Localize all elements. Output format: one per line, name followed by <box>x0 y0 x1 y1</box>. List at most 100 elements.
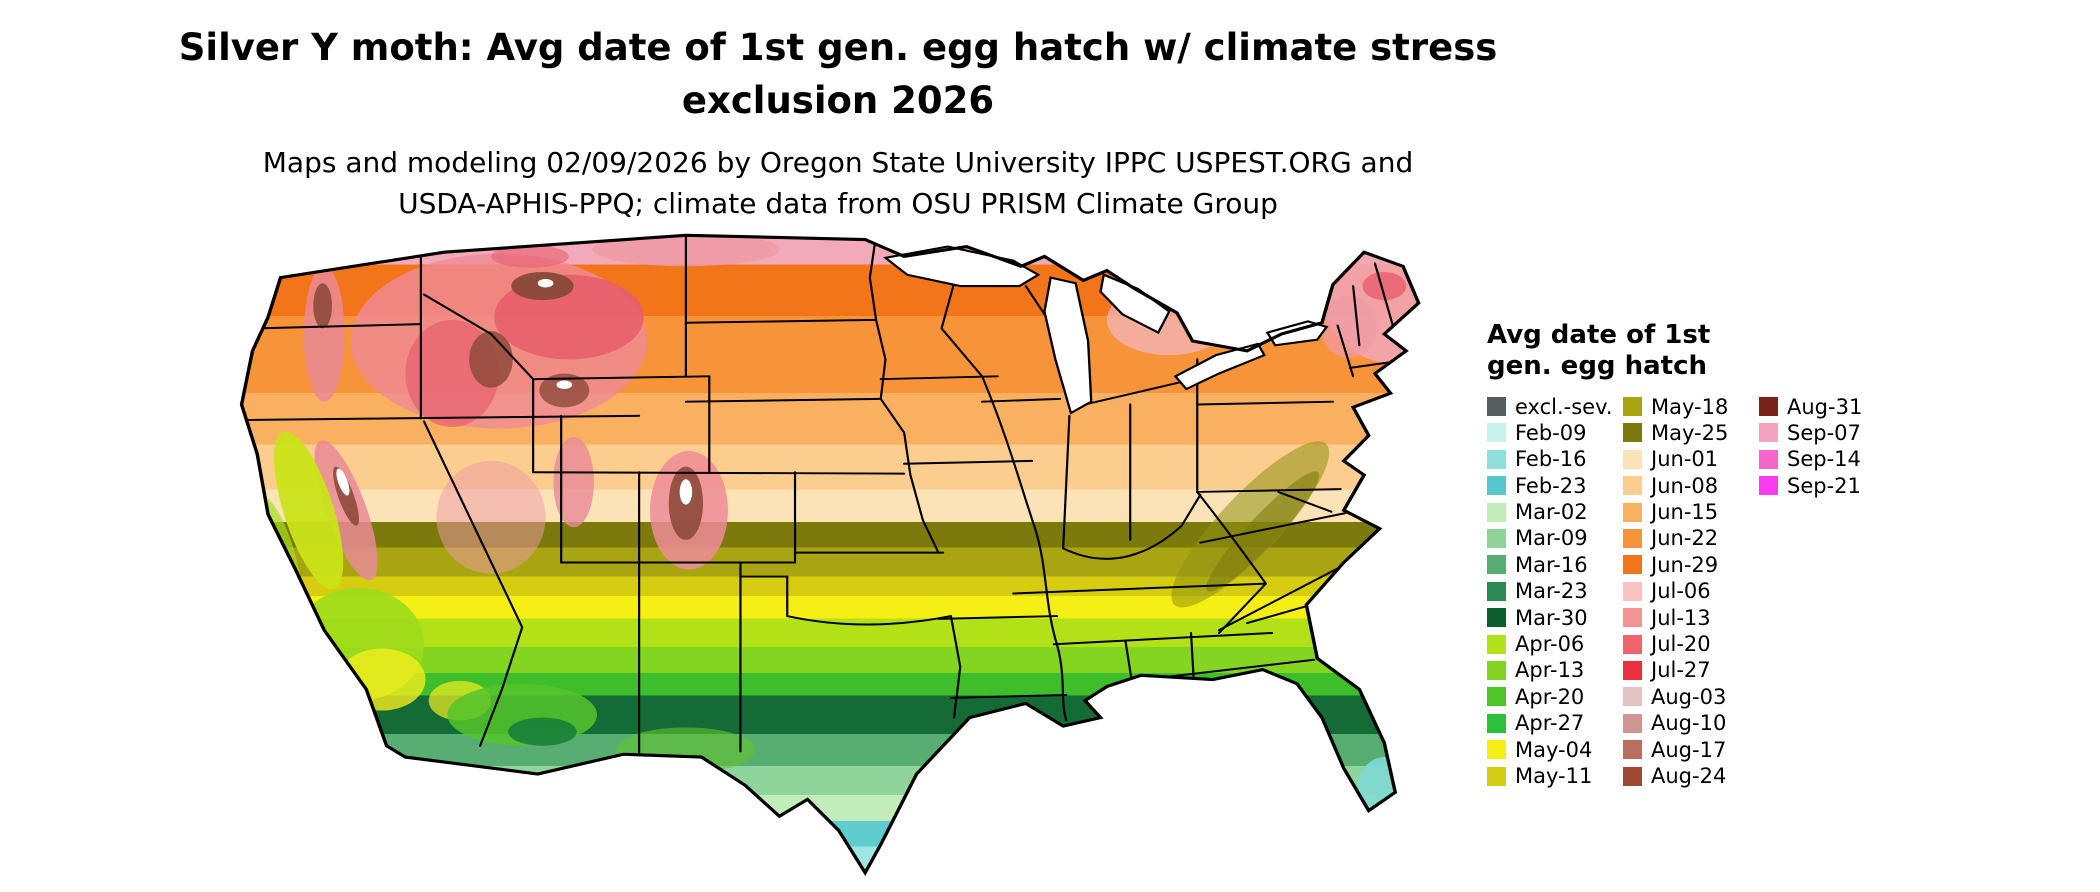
legend-column-1: excl.-sev. Feb-09 Feb-16 Feb-23 Mar-02 Mar-09… <box>1487 393 1623 789</box>
legend-swatch <box>1623 397 1642 417</box>
legend-entry: Sep-14 <box>1759 446 1895 472</box>
legend-swatch <box>1759 397 1778 417</box>
page-title-line2: exclusion 2026 <box>681 78 995 122</box>
legend-label: Aug-17 <box>1651 737 1727 762</box>
legend-entry: Apr-13 <box>1487 657 1623 683</box>
legend-entry: Jul-13 <box>1623 604 1759 630</box>
legend-entry: May-11 <box>1487 763 1623 789</box>
legend-label: Aug-10 <box>1651 711 1727 736</box>
legend-entry: Jul-06 <box>1623 578 1759 604</box>
legend-swatch <box>1623 502 1642 522</box>
legend-entry: Apr-20 <box>1487 684 1623 710</box>
legend-swatch <box>1759 449 1778 469</box>
legend-label: Feb-23 <box>1515 473 1587 498</box>
legend: Avg date of 1st gen. egg hatch excl.-sev… <box>1487 320 1895 789</box>
legend-label: Jul-20 <box>1651 632 1711 657</box>
legend-swatch <box>1623 423 1642 443</box>
legend-label: Jun-01 <box>1651 447 1719 472</box>
legend-entry: Sep-07 <box>1759 420 1895 446</box>
legend-label: Mar-09 <box>1515 526 1588 551</box>
legend-label: Sep-07 <box>1787 420 1861 445</box>
legend-swatch <box>1623 449 1642 469</box>
map-raster <box>241 235 1419 873</box>
us-outline <box>239 233 1421 877</box>
legend-entry: Sep-21 <box>1759 473 1895 499</box>
legend-label: Apr-27 <box>1515 711 1585 736</box>
legend-swatch <box>1487 608 1506 628</box>
legend-entry: Jun-08 <box>1623 473 1759 499</box>
legend-entry: Jun-01 <box>1623 446 1759 472</box>
legend-swatch <box>1487 397 1506 417</box>
legend-label: Mar-16 <box>1515 552 1588 577</box>
legend-swatch <box>1487 476 1506 496</box>
legend-entry: Mar-16 <box>1487 552 1623 578</box>
legend-label: Sep-21 <box>1787 473 1861 498</box>
legend-swatch <box>1623 528 1642 548</box>
legend-label: Jun-08 <box>1651 473 1719 498</box>
legend-label: May-18 <box>1651 394 1729 419</box>
legend-label: Mar-30 <box>1515 605 1588 630</box>
legend-swatch <box>1487 423 1506 443</box>
legend-swatch <box>1623 660 1642 680</box>
legend-entry: May-18 <box>1623 393 1759 419</box>
legend-swatch <box>1487 634 1506 654</box>
legend-label: Feb-16 <box>1515 447 1587 472</box>
legend-swatch <box>1623 581 1642 601</box>
legend-swatch <box>1487 555 1506 575</box>
legend-swatch <box>1759 476 1778 496</box>
legend-entry: Jun-29 <box>1623 552 1759 578</box>
legend-column-2: May-18 May-25 Jun-01 Jun-08 Jun-15 Jun-22 Jun-… <box>1623 393 1759 789</box>
legend-title-line1: Avg date of 1st <box>1487 320 1711 350</box>
legend-label: Mar-02 <box>1515 500 1588 525</box>
legend-entry: Aug-31 <box>1759 393 1895 419</box>
legend-entry: Mar-02 <box>1487 499 1623 525</box>
us-choropleth-map <box>226 224 1442 884</box>
legend-column-3: Aug-31 Sep-07 Sep-14 Sep-21 <box>1759 393 1895 499</box>
legend-label: Apr-06 <box>1515 632 1585 657</box>
legend-entry: Aug-03 <box>1623 684 1759 710</box>
legend-label: Jul-27 <box>1651 658 1711 683</box>
legend-entry: Aug-17 <box>1623 736 1759 762</box>
legend-entry: Mar-09 <box>1487 525 1623 551</box>
legend-label: Aug-31 <box>1787 394 1863 419</box>
legend-label: Sep-14 <box>1787 447 1861 472</box>
header: Silver Y moth: Avg date of 1st gen. egg … <box>0 22 1676 224</box>
legend-entry: Feb-23 <box>1487 473 1623 499</box>
legend-entry: Jun-15 <box>1623 499 1759 525</box>
legend-swatch <box>1487 740 1506 760</box>
legend-swatch <box>1623 634 1642 654</box>
lake-michigan <box>1043 276 1093 415</box>
legend-entry: May-25 <box>1623 420 1759 446</box>
legend-entry: Feb-16 <box>1487 446 1623 472</box>
legend-swatch <box>1623 713 1642 733</box>
legend-label: excl.-sev. <box>1515 394 1613 419</box>
legend-entry: excl.-sev. <box>1487 393 1623 419</box>
legend-label: Mar-23 <box>1515 579 1588 604</box>
legend-swatch <box>1487 660 1506 680</box>
legend-swatch <box>1623 555 1642 575</box>
legend-entry: May-04 <box>1487 736 1623 762</box>
legend-entry: Aug-10 <box>1623 710 1759 736</box>
us-map-svg <box>239 233 1421 877</box>
legend-label: Jul-13 <box>1651 605 1711 630</box>
legend-entry: Mar-30 <box>1487 604 1623 630</box>
legend-entry: Mar-23 <box>1487 578 1623 604</box>
legend-label: Jul-06 <box>1651 579 1711 604</box>
legend-label: Jun-15 <box>1651 500 1719 525</box>
legend-swatch <box>1623 476 1642 496</box>
great-lakes <box>882 245 1329 415</box>
legend-swatch <box>1487 502 1506 522</box>
lake-erie <box>1173 342 1266 391</box>
legend-label: Apr-20 <box>1515 684 1585 709</box>
legend-label: Apr-13 <box>1515 658 1585 683</box>
legend-swatch <box>1623 740 1642 760</box>
legend-swatch <box>1487 581 1506 601</box>
legend-swatch <box>1487 687 1506 707</box>
legend-label: Jun-29 <box>1651 552 1719 577</box>
legend-label: Jun-22 <box>1651 526 1719 551</box>
legend-swatch <box>1487 449 1506 469</box>
legend-swatch <box>1487 528 1506 548</box>
legend-entry: Jun-22 <box>1623 525 1759 551</box>
legend-title-line2: gen. egg hatch <box>1487 350 1707 381</box>
